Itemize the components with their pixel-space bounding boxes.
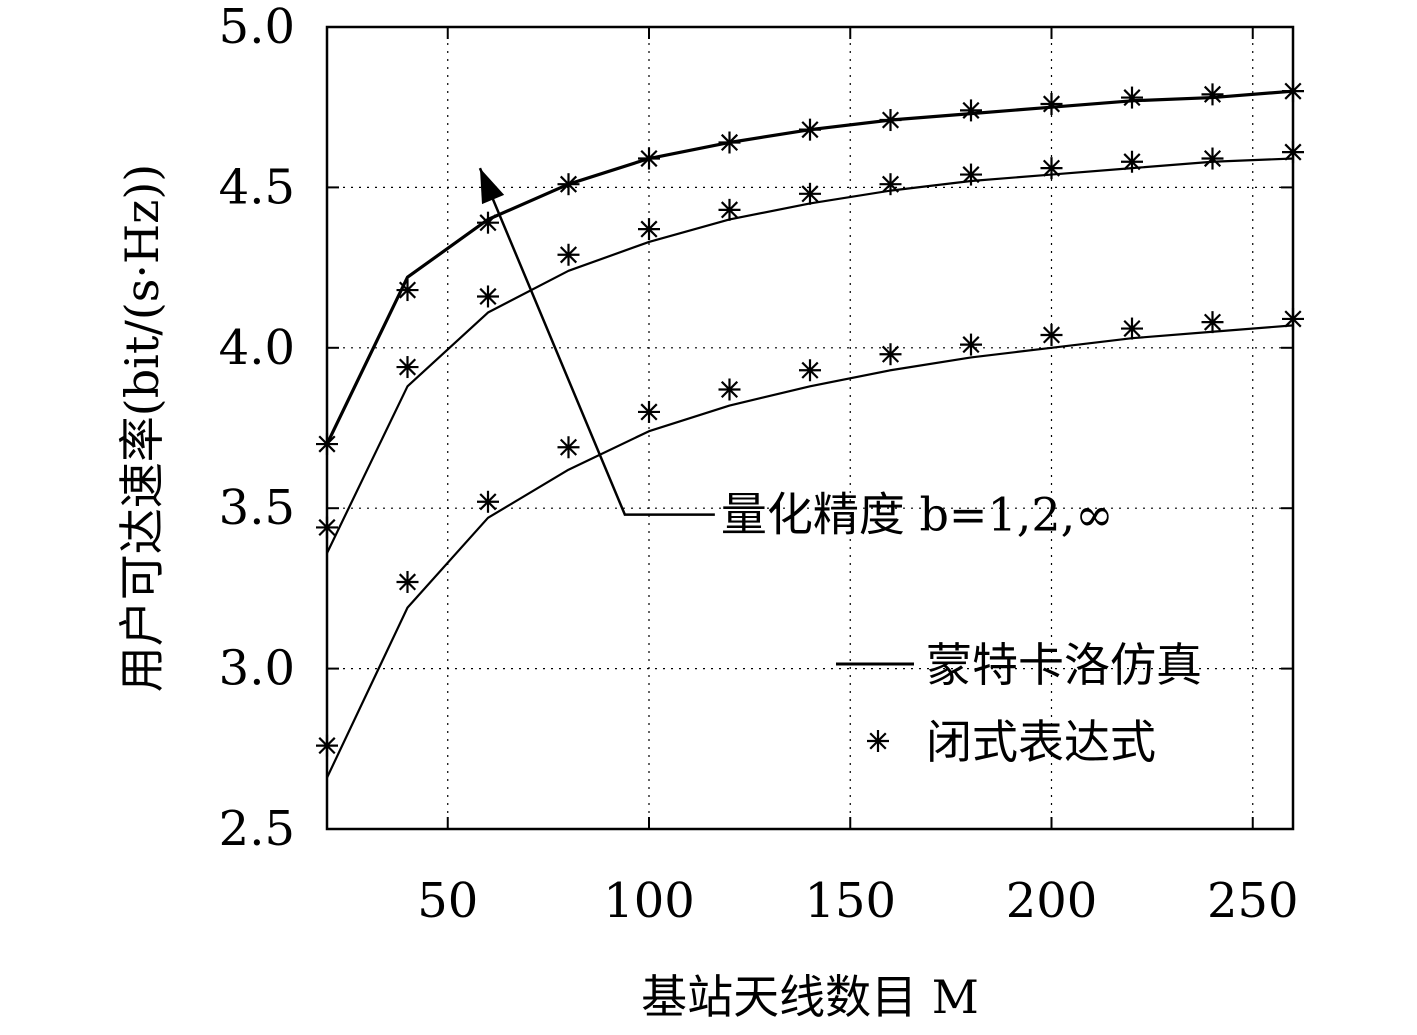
annotation-arrow-head xyxy=(479,168,505,205)
series-star-point xyxy=(718,198,741,221)
series-star-point xyxy=(960,163,982,186)
series-star-point xyxy=(718,131,741,154)
series-star-point xyxy=(1040,92,1063,115)
legend-star-marker xyxy=(867,730,889,752)
series-star-point xyxy=(1040,157,1063,180)
y-tick-label: 4.0 xyxy=(219,320,295,376)
series-star-point xyxy=(879,343,902,366)
annotation-arrow-line xyxy=(478,167,715,516)
series-star-point xyxy=(879,173,902,196)
legend-star-sample xyxy=(867,730,889,752)
series-star-point xyxy=(557,243,580,266)
series-star-point xyxy=(1201,83,1224,106)
x-axis-label: 基站天线数目 M xyxy=(641,970,979,1024)
series-star-point xyxy=(1040,323,1063,346)
x-tick-label: 100 xyxy=(603,873,695,929)
y-tick-label: 4.5 xyxy=(219,159,295,215)
legend-label-monte-carlo: 蒙特卡洛仿真 xyxy=(926,638,1202,692)
plot-frame xyxy=(325,25,1295,831)
axis-ticks: 50 100 150 200 250 2.5 3.0 3.5 4.0 4.5 5.0 xyxy=(219,0,1299,929)
series-star-point xyxy=(1121,317,1143,340)
series-star-point xyxy=(799,182,821,205)
series-star-point xyxy=(396,356,419,379)
series-star-point xyxy=(638,400,660,423)
series-star-point xyxy=(477,490,499,513)
x-tick-label: 200 xyxy=(1006,873,1098,929)
grid-lines xyxy=(327,27,1293,829)
legend-label-closed-form: 闭式表达式 xyxy=(926,715,1156,769)
series-star-point xyxy=(396,570,419,593)
series-star-point xyxy=(960,333,982,356)
annotation-label: 量化精度 b=1,2,∞ xyxy=(721,488,1114,542)
x-tick-label: 250 xyxy=(1207,873,1299,929)
x-tick-label: 50 xyxy=(417,873,478,929)
series-star-point xyxy=(1201,311,1224,334)
series-star-point xyxy=(477,285,499,308)
x-tick-label: 150 xyxy=(804,873,896,929)
series-star-point xyxy=(557,173,580,196)
series-star-point xyxy=(799,359,821,382)
series-star-point xyxy=(396,279,419,302)
series-line-0 xyxy=(326,324,1294,779)
series-star-point xyxy=(799,118,821,141)
series-star-point xyxy=(1121,86,1143,109)
marker-layer xyxy=(316,80,1304,757)
y-tick-label: 3.5 xyxy=(219,480,295,536)
y-tick-label: 5.0 xyxy=(219,0,295,55)
series-star-point xyxy=(638,147,660,170)
annotation: 量化精度 b=1,2,∞ xyxy=(478,167,1114,542)
series-line-2 xyxy=(325,89,1294,445)
series-star-point xyxy=(1121,150,1143,173)
series-star-point xyxy=(960,99,982,122)
series-star-point xyxy=(1201,147,1224,170)
series-star-point xyxy=(638,218,660,241)
series-star-point xyxy=(879,109,902,132)
y-axis-label: 用户可达速率(bit/(s·Hz)) xyxy=(115,164,169,693)
y-tick-label: 2.5 xyxy=(219,801,295,857)
series-star-point xyxy=(557,436,580,459)
legend: 蒙特卡洛仿真 闭式表达式 xyxy=(836,638,1202,769)
series-star-point xyxy=(477,211,499,234)
series-star-point xyxy=(718,378,741,401)
y-tick-label: 3.0 xyxy=(219,641,295,697)
